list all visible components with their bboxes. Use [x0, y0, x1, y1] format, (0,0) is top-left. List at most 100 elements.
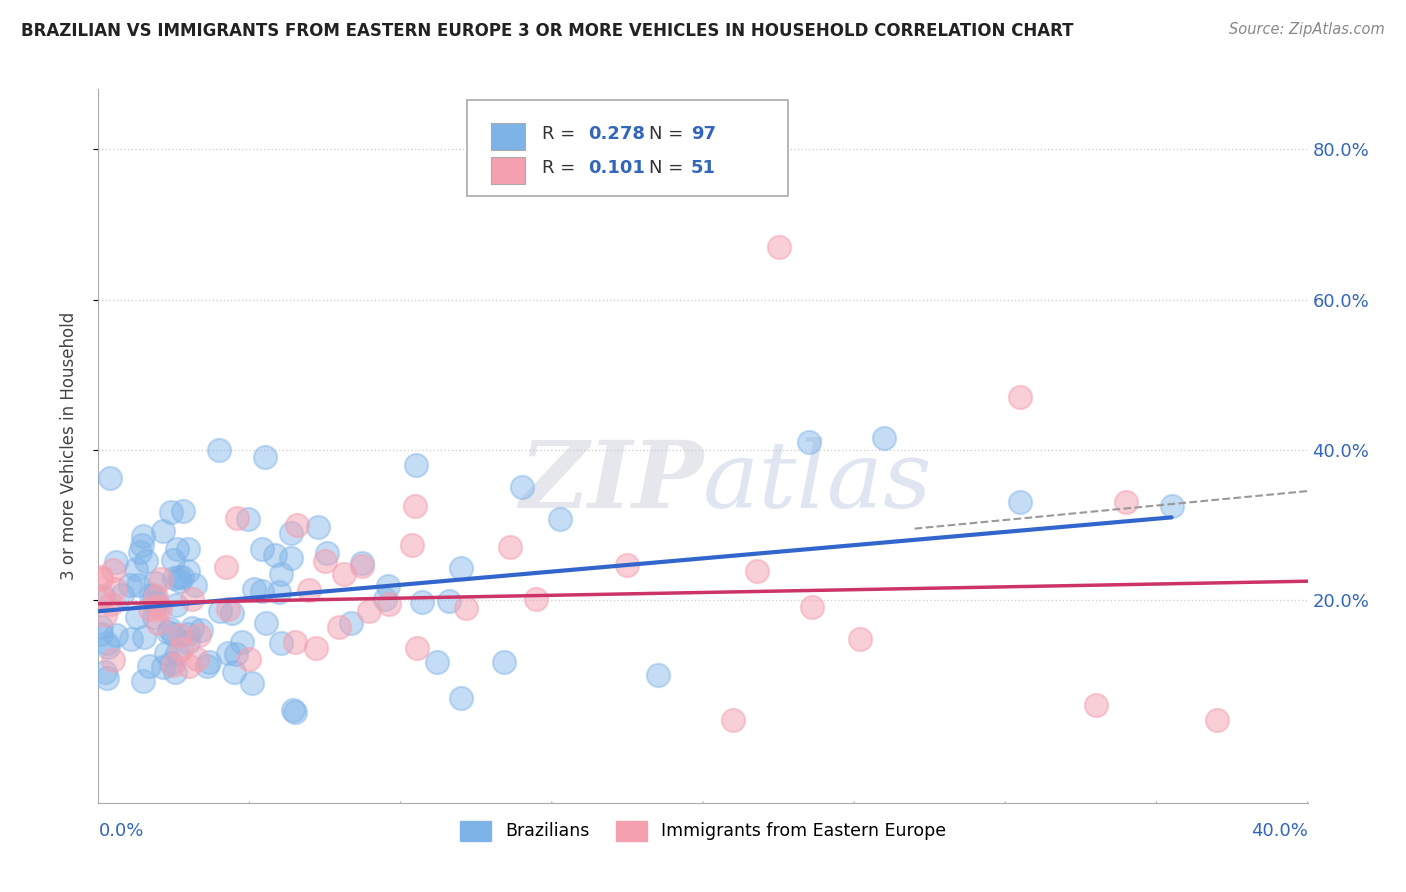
- Point: [90, 570, 112, 584]
- Point: [797, 435, 820, 450]
- Text: N =: N =: [648, 125, 689, 143]
- Point: [170, 642, 193, 657]
- Point: [747, 564, 769, 578]
- Y-axis label: 3 or more Vehicles in Household: 3 or more Vehicles in Household: [59, 312, 77, 580]
- Point: [139, 602, 162, 616]
- Point: [183, 578, 205, 592]
- Point: [172, 570, 194, 584]
- Point: [104, 582, 127, 596]
- Point: [100, 597, 122, 611]
- Point: [267, 584, 290, 599]
- Point: [157, 625, 180, 640]
- FancyBboxPatch shape: [492, 123, 526, 150]
- Point: [450, 561, 472, 575]
- Point: [352, 556, 374, 570]
- Point: [1115, 495, 1137, 509]
- Point: [298, 583, 321, 598]
- Point: [172, 504, 194, 518]
- Point: [1160, 499, 1182, 513]
- Point: [127, 610, 149, 624]
- Point: [177, 659, 200, 673]
- Text: 0.101: 0.101: [588, 160, 645, 178]
- Text: 0.278: 0.278: [588, 125, 645, 143]
- Point: [254, 616, 277, 631]
- Point: [159, 622, 181, 636]
- Point: [148, 615, 170, 630]
- Point: [198, 655, 221, 669]
- Text: 51: 51: [690, 160, 716, 178]
- Text: R =: R =: [543, 125, 581, 143]
- Point: [510, 480, 533, 494]
- Point: [270, 567, 292, 582]
- Text: 0.0%: 0.0%: [98, 822, 143, 839]
- Point: [111, 588, 134, 602]
- Point: [155, 646, 177, 660]
- Point: [190, 624, 212, 638]
- Point: [315, 545, 337, 559]
- Point: [149, 602, 172, 616]
- Point: [162, 626, 184, 640]
- Point: [169, 574, 191, 588]
- Point: [208, 442, 231, 457]
- Point: [139, 588, 162, 602]
- Point: [270, 636, 292, 650]
- Point: [285, 517, 308, 532]
- Point: [160, 505, 183, 519]
- Point: [401, 539, 423, 553]
- Point: [873, 432, 896, 446]
- Point: [105, 555, 128, 569]
- Point: [167, 569, 190, 583]
- Point: [253, 450, 276, 465]
- Point: [647, 668, 669, 682]
- Text: 40.0%: 40.0%: [1251, 822, 1308, 839]
- Point: [98, 471, 121, 485]
- Text: ZIP: ZIP: [519, 437, 703, 526]
- Point: [280, 551, 302, 566]
- Point: [181, 591, 204, 606]
- Point: [120, 578, 142, 592]
- Point: [143, 610, 166, 624]
- Point: [177, 635, 200, 649]
- Point: [548, 512, 571, 526]
- Point: [188, 628, 211, 642]
- Point: [240, 676, 263, 690]
- Point: [801, 600, 824, 615]
- Point: [138, 659, 160, 673]
- Point: [125, 562, 148, 576]
- Point: [243, 582, 266, 596]
- Point: [350, 559, 373, 574]
- Point: [104, 628, 127, 642]
- Point: [90, 626, 112, 640]
- Point: [723, 713, 745, 727]
- Point: [90, 591, 112, 606]
- Point: [304, 640, 326, 655]
- Point: [280, 525, 302, 540]
- FancyBboxPatch shape: [492, 157, 526, 184]
- Point: [231, 635, 253, 649]
- Point: [499, 541, 522, 555]
- Point: [96, 636, 118, 650]
- Point: [377, 579, 399, 593]
- Point: [217, 602, 239, 616]
- Point: [225, 647, 247, 661]
- Point: [132, 674, 155, 689]
- Point: [405, 640, 427, 655]
- Text: BRAZILIAN VS IMMIGRANTS FROM EASTERN EUROPE 3 OR MORE VEHICLES IN HOUSEHOLD CORR: BRAZILIAN VS IMMIGRANTS FROM EASTERN EUR…: [21, 22, 1074, 40]
- Point: [177, 627, 200, 641]
- Point: [120, 632, 142, 647]
- Point: [93, 589, 115, 603]
- Point: [177, 564, 200, 578]
- Point: [142, 589, 165, 603]
- Point: [328, 620, 350, 634]
- Point: [132, 529, 155, 543]
- Point: [150, 572, 173, 586]
- Point: [143, 575, 166, 590]
- Point: [450, 690, 472, 705]
- Point: [165, 598, 187, 612]
- Point: [492, 656, 515, 670]
- Point: [160, 656, 183, 670]
- Point: [359, 604, 381, 618]
- Point: [221, 606, 243, 620]
- Point: [1206, 713, 1229, 727]
- Point: [374, 592, 396, 607]
